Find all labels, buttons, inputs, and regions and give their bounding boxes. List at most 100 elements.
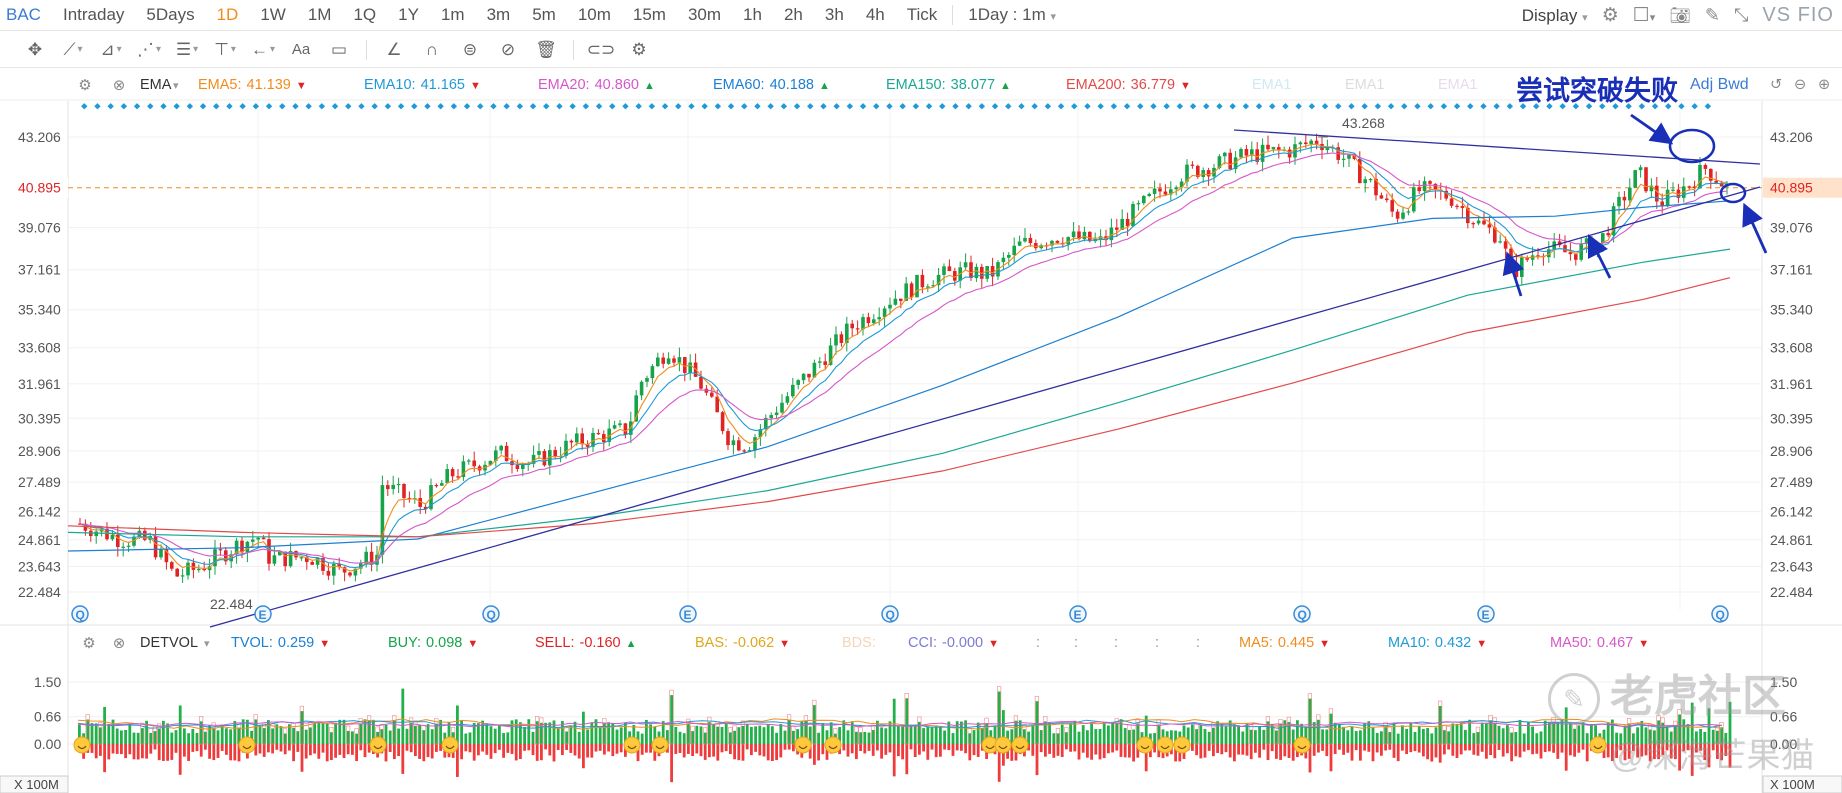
period-tab-1q[interactable]: 1Q [353,5,377,24]
sell-volume-bar [405,744,409,751]
settings-gear-icon[interactable]: ⚙ [82,635,96,652]
magnet-icon[interactable]: ∩ [425,39,439,59]
buy-volume-bar [115,728,119,744]
candle-body [299,557,304,559]
sell-volume-bar [1270,744,1274,752]
sell-volume-bar [275,744,279,750]
sell-volume-bar [1338,744,1341,750]
hide-drawings-icon[interactable]: ⊘ [500,39,516,59]
buy-volume-bar [166,723,169,744]
settings-gear-icon[interactable]: ⚙ [631,39,647,59]
interval-select[interactable]: 1Day : 1m ▾ [957,5,1067,25]
fibonacci-tool-icon[interactable]: ☰ ▾ [175,39,199,59]
crosshair-move-icon[interactable]: ✥ [27,39,43,59]
period-tab-3h[interactable]: 3h [824,5,844,24]
line-tool-icon[interactable]: ⟋ ▾ [63,39,83,59]
period-tab-1h[interactable]: 1h [743,5,762,24]
buy-volume-bar [1031,725,1035,744]
candle-body [888,304,892,309]
buy-volume-bar [481,720,484,744]
sell-volume-bar [1195,744,1198,756]
buy-volume-bar [1615,732,1618,744]
polyline-tool-icon[interactable]: ⊿ ▾ [100,39,122,59]
link-icon[interactable]: ⊂⊃ [586,39,616,59]
period-tab-1w[interactable]: 1W [260,5,286,24]
ruler-icon[interactable]: ∠ [386,39,402,59]
earnings-q-marker: Q [881,605,899,623]
candle-body [1174,187,1178,190]
candle-body [1007,254,1011,258]
period-tab-1m[interactable]: 1M [307,5,332,24]
arrow-left-tool-icon[interactable]: ← ▾ [250,39,276,59]
sell-volume-bar [573,744,577,756]
candle-body [1158,188,1162,192]
period-tab-tick[interactable]: Tick [906,5,938,24]
trend-down-icon: ▼ [1476,638,1488,650]
candle-body [564,440,568,456]
buy-volume-bar [132,732,136,744]
close-icon[interactable]: ⊗ [112,635,126,652]
chevron-down-icon[interactable]: ▾ [204,637,210,650]
lock-drawings-icon[interactable]: ⊜ [462,39,478,59]
fullscreen-icon[interactable]: ⤡ [1734,5,1749,25]
chevron-down-icon[interactable]: ▾ [173,79,179,92]
period-tab-2h[interactable]: 2h [783,5,803,24]
period-tab-10m[interactable]: 10m [577,5,611,24]
annotation-arrow [1502,251,1525,297]
sell-volume-bar [1073,744,1077,752]
y-tick-label: 31.961 [18,376,61,392]
sell-volume-bar [1703,744,1707,761]
close-icon[interactable]: ⊗ [112,77,126,94]
period-tab-30m[interactable]: 30m [687,5,722,24]
zoom-in-icon[interactable]: ⊕ [1818,77,1831,93]
sell-volume-bar [300,744,304,772]
symbol-label[interactable]: BAC [6,5,41,24]
period-tab-3m[interactable]: 3m [486,5,511,24]
layout-square-icon[interactable]: ☐▾ [1632,5,1656,26]
period-tab-1m[interactable]: 1m [440,5,465,24]
adj-bwd-label[interactable]: Adj Bwd [1690,76,1749,93]
sell-volume-bar [1506,744,1509,754]
signal-dot [411,103,418,110]
wave-tool-icon[interactable]: ⋰ ▾ [136,39,162,59]
total-volume-outline [1316,714,1321,745]
buy-volume-bar [1111,721,1114,744]
signal-dot [1255,103,1263,110]
measure-tool-icon[interactable]: ⊤ ▾ [214,39,236,59]
sell-volume-bar [1417,744,1421,753]
period-tab-5m[interactable]: 5m [532,5,556,24]
reset-icon[interactable]: ↺ [1770,77,1783,93]
zoom-out-icon[interactable]: ⊖ [1794,77,1807,93]
period-tab-1d[interactable]: 1D [216,5,239,24]
sell-volume-bar [1279,744,1282,760]
candle-body [1649,185,1654,192]
trash-icon[interactable]: 🗑︎ [535,39,557,59]
period-tab-intraday[interactable]: Intraday [62,5,125,24]
period-tab-5days[interactable]: 5Days [146,5,195,24]
buy-volume-bar [330,732,333,744]
period-tab-1y[interactable]: 1Y [398,5,419,24]
comment-tool-icon[interactable]: ▭ [330,39,348,59]
candle-body [1185,164,1189,182]
settings-gear-icon[interactable]: ⚙ [1601,5,1619,26]
sell-volume-bar [670,744,673,783]
camera-icon[interactable]: 📷︎ [1669,5,1691,25]
indicator-name[interactable]: DETVOL [140,635,199,651]
total-volume-outline [904,693,909,745]
pencil-icon[interactable]: ✎ [1704,5,1721,25]
candle-body [521,464,525,469]
sell-volume-bar [867,744,871,751]
buy-volume-bar [258,725,262,744]
indicator-name[interactable]: EMA [140,77,172,93]
text-tool-icon[interactable]: Aa [291,41,311,58]
sell-volume-bar [1039,744,1043,753]
buy-volume-bar [1695,731,1698,744]
period-tab-15m[interactable]: 15m [632,5,666,24]
vs-compare-button[interactable]: VS FIO [1762,4,1834,26]
y-tick-label-right: 33.608 [1770,340,1813,356]
buy-volume-bar [271,728,274,744]
display-button[interactable]: Display ▾ [1522,6,1588,26]
settings-gear-icon[interactable]: ⚙ [78,77,92,94]
period-tab-4h[interactable]: 4h [865,5,885,24]
